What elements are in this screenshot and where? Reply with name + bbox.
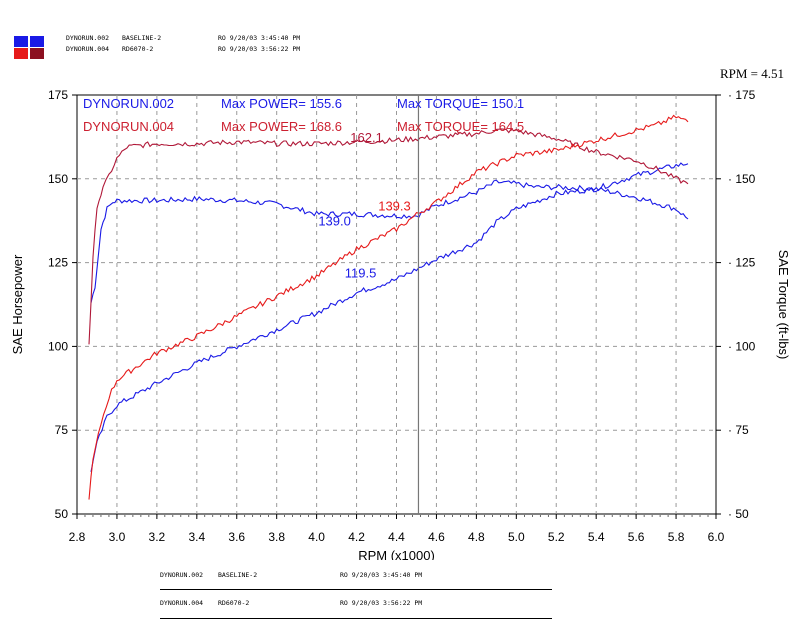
run2-swatch-bottom-right [30, 48, 44, 59]
y-axis-title-left: SAE Horsepower [10, 254, 25, 354]
footer-run2-name: RD6070-2 [218, 599, 250, 607]
y-tick-label-right: · 50 [728, 507, 749, 521]
x-tick-label: 3.2 [149, 530, 166, 544]
footer-run1-name: BASELINE-2 [218, 571, 258, 579]
footer-run2-file: DYNORUN.004 [160, 599, 204, 607]
x-tick-label: 4.2 [348, 530, 365, 544]
series-line-4 [88, 114, 689, 500]
y-tick-label-left: 125 [48, 256, 68, 270]
y-tick-label-right: · 125 [728, 256, 756, 270]
x-tick-label: 5.4 [588, 530, 605, 544]
footer-run2-date: RO 9/20/03 3:56:22 PM [340, 599, 423, 607]
cursor-value-label: 139.3 [378, 199, 411, 214]
y-tick-label-left: 100 [48, 339, 68, 353]
legend-max-torque-1: Max TORQUE= 150.1 [397, 96, 524, 111]
run1-swatch-top-right [30, 36, 44, 47]
y-axis-title-right: SAE Torque (ft-lbs) [776, 250, 791, 360]
x-axis-title: RPM (x1000) [358, 548, 435, 560]
header-run1-file: DYNORUN.002 [66, 34, 110, 42]
y-tick-label-right: · 75 [728, 423, 749, 437]
x-tick-label: 4.0 [308, 530, 325, 544]
y-tick-label-right: · 175 [728, 88, 756, 102]
footer-run1-date: RO 9/20/03 3:45:40 PM [340, 571, 423, 579]
run2-swatch-bottom-left [14, 48, 28, 59]
header-run2-name: RD6070-2 [122, 45, 154, 53]
rpm-cursor-readout: RPM = 4.51 [719, 66, 784, 81]
y-tick-label-left: 150 [48, 172, 68, 186]
x-tick-label: 5.2 [548, 530, 565, 544]
header-run1-name: BASELINE-2 [122, 34, 162, 42]
header-run2-date: RO 9/20/03 3:56:22 PM [218, 45, 301, 53]
legend-max-power-2: Max POWER= 168.6 [221, 119, 342, 134]
legend-run-2: DYNORUN.004 [83, 119, 174, 134]
footer-divider-2 [160, 618, 552, 619]
x-tick-label: 4.4 [388, 530, 405, 544]
series-line-3 [88, 127, 689, 345]
series-line-1 [90, 179, 689, 304]
x-tick-label: 3.8 [268, 530, 285, 544]
header-run1-date: RO 9/20/03 3:45:40 PM [218, 34, 301, 42]
cursor-value-label: 119.5 [345, 266, 377, 281]
x-tick-label: 5.8 [668, 530, 685, 544]
x-tick-label: 3.4 [188, 530, 205, 544]
y-tick-label-left: 75 [55, 423, 69, 437]
dyno-chart: 2.8 3.0 3.2 3.4 3.6 3.8 4.0 4.2 4.4 4.6 4.8 5.0 5.2 5… [10, 88, 791, 560]
x-tick-label: 3.0 [109, 530, 126, 544]
y-tick-label-right: · 100 [728, 339, 756, 353]
x-tick-label: 5.0 [508, 530, 525, 544]
x-tick-label: 5.6 [628, 530, 645, 544]
cursor-value-label: 162.1 [350, 130, 383, 145]
x-tick-label: 4.8 [468, 530, 485, 544]
cursor-value-label: 139.0 [318, 214, 351, 229]
x-tick-label: 6.0 [708, 530, 725, 544]
header-run2-file: DYNORUN.004 [66, 45, 110, 53]
y-tick-label-left: 50 [55, 507, 69, 521]
y-tick-label-right: · 150 [728, 172, 756, 186]
x-tick-label: 2.8 [69, 530, 86, 544]
x-tick-label: 3.6 [228, 530, 245, 544]
series-line-2 [90, 162, 689, 473]
x-tick-label: 4.6 [428, 530, 445, 544]
footer-divider-1 [160, 589, 552, 590]
run1-swatch-top-left [14, 36, 28, 47]
legend-max-power-1: Max POWER= 155.6 [221, 96, 342, 111]
y-tick-label-left: 175 [48, 88, 68, 102]
legend-max-torque-2: Max TORQUE= 164.5 [397, 119, 524, 134]
footer-run1-file: DYNORUN.002 [160, 571, 204, 579]
legend-run-1: DYNORUN.002 [83, 96, 174, 111]
